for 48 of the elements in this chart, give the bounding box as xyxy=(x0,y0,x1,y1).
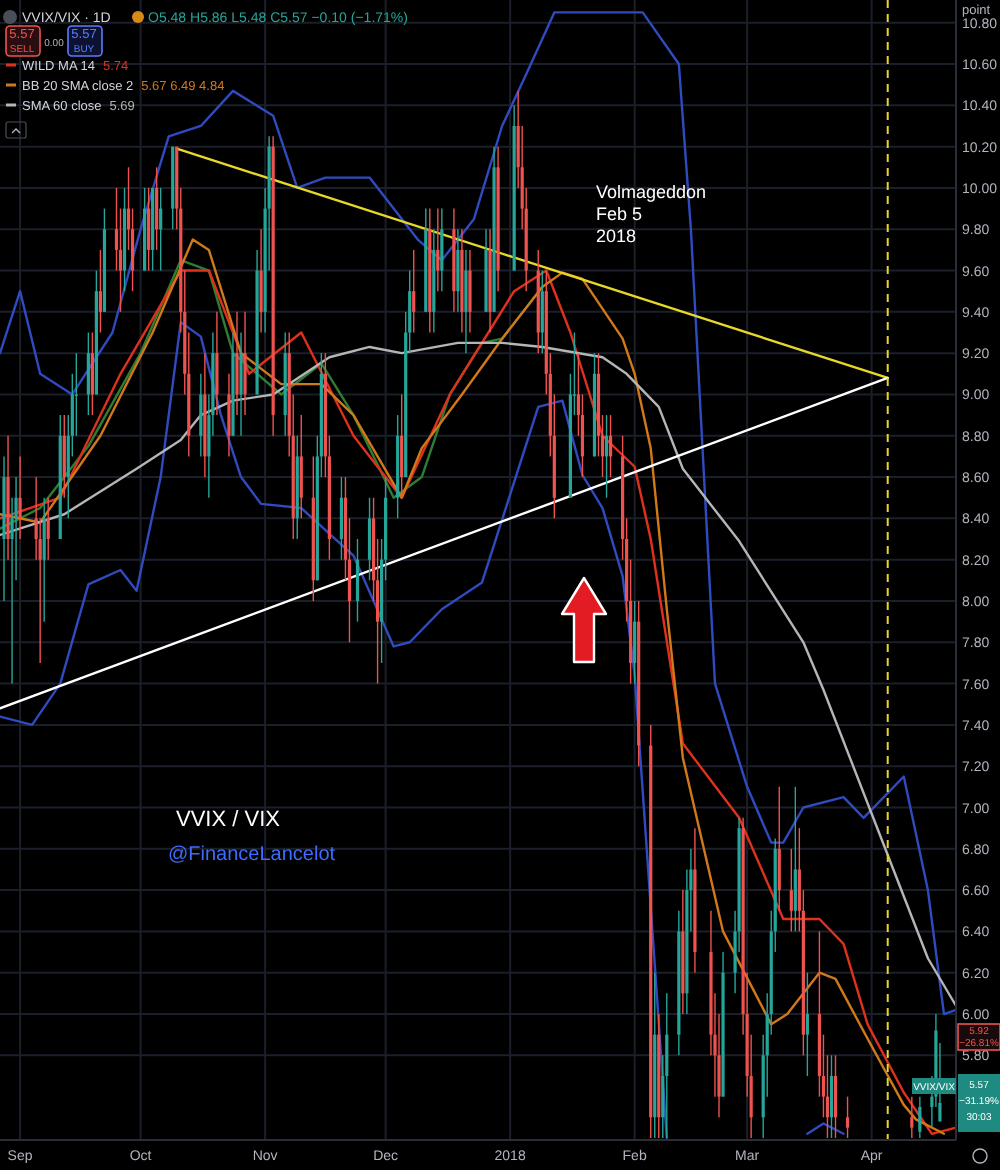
candlestick xyxy=(918,1095,922,1139)
candlestick xyxy=(805,972,809,1077)
candlestick xyxy=(147,187,151,272)
candlestick xyxy=(155,166,159,251)
candlestick xyxy=(665,992,669,1139)
candlestick xyxy=(367,497,372,582)
candlestick xyxy=(243,311,247,416)
candlestick xyxy=(456,228,460,313)
candlestick xyxy=(259,228,263,334)
annotation: 2018 xyxy=(596,226,637,246)
candlestick xyxy=(199,373,203,458)
candlestick xyxy=(777,786,781,912)
candlestick xyxy=(299,414,303,520)
candlestick xyxy=(793,786,797,933)
candlestick xyxy=(789,848,793,933)
candlestick xyxy=(42,497,46,623)
candlestick xyxy=(400,393,404,499)
candlestick xyxy=(845,1095,850,1139)
candlestick xyxy=(86,331,90,416)
candlestick xyxy=(833,1054,838,1139)
line-series xyxy=(0,341,958,1007)
candlestick xyxy=(18,455,22,540)
candlestick xyxy=(829,1054,834,1139)
candlestick xyxy=(227,373,231,458)
candlestick xyxy=(339,476,344,561)
candlestick xyxy=(215,311,219,416)
candlestick xyxy=(608,414,613,478)
candlestick xyxy=(468,249,472,334)
candlestick xyxy=(464,249,468,354)
candlestick xyxy=(540,269,544,354)
annotation: @FinanceLancelot xyxy=(168,844,336,866)
annotation: VVIX / VIX xyxy=(176,808,282,832)
candlestick xyxy=(239,331,243,437)
candlestick xyxy=(90,331,94,416)
candlestick xyxy=(412,249,416,334)
annotation: Feb 5 xyxy=(596,204,643,224)
line-series xyxy=(0,11,958,1016)
candlestick xyxy=(910,1095,914,1139)
candlestick xyxy=(235,311,239,416)
candlestick xyxy=(436,207,440,292)
candlestick xyxy=(62,414,66,499)
candlestick xyxy=(440,207,444,292)
candlestick xyxy=(159,187,163,272)
candlestick xyxy=(355,538,360,623)
candlestick xyxy=(633,600,637,685)
candlestick xyxy=(46,497,50,561)
candlestick xyxy=(98,249,103,334)
candlestick xyxy=(604,414,609,499)
